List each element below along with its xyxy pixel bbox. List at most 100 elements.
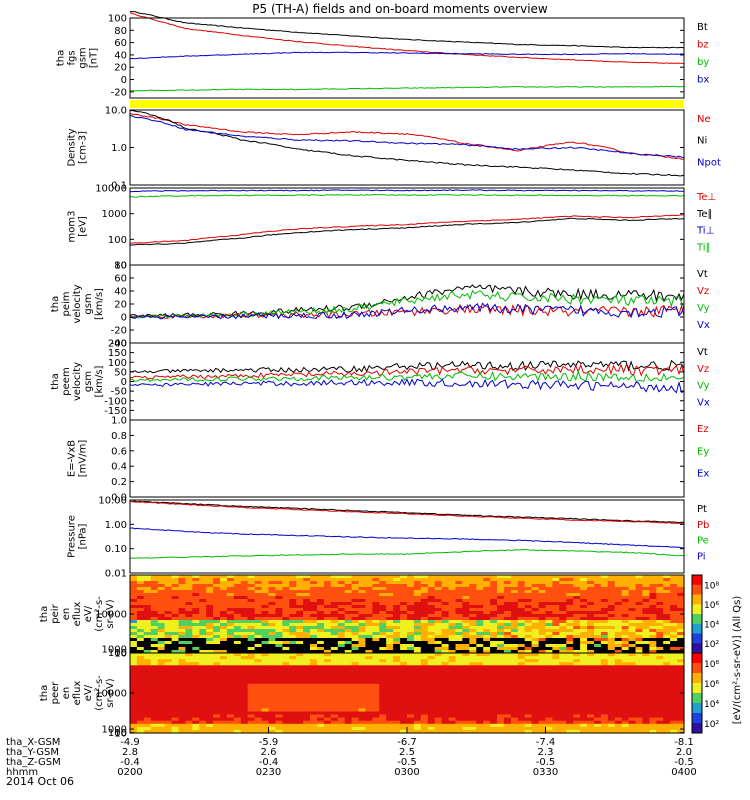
- spectrogram-cell: [587, 641, 595, 645]
- spectrogram-cell: [130, 608, 138, 612]
- spectrogram-cell: [594, 659, 602, 663]
- spectrogram-cell: [275, 705, 283, 709]
- spectrogram-cell: [483, 638, 491, 642]
- spectrogram-cell: [441, 696, 450, 700]
- spectrogram-cell: [621, 662, 630, 666]
- spectrogram-cell: [490, 641, 498, 645]
- spectrogram-cell: [303, 696, 311, 700]
- spectrogram-cell: [434, 602, 443, 606]
- spectrogram-cell: [157, 726, 166, 731]
- spectrogram-cell: [365, 677, 373, 682]
- spectrogram-cell: [600, 674, 609, 679]
- spectrogram-cell: [296, 635, 304, 639]
- spectrogram-cell: [296, 617, 304, 621]
- spectrogram-cell: [254, 641, 263, 645]
- spectrogram-cell: [670, 632, 678, 636]
- colorbar-segment: [692, 623, 702, 635]
- spectrogram-cell: [587, 683, 595, 688]
- spectrogram-cell: [303, 659, 311, 663]
- spectrogram-cell: [247, 711, 256, 716]
- legend-label: Npot: [697, 157, 721, 168]
- spectrogram-cell: [566, 705, 574, 709]
- spectrogram-cell: [275, 693, 283, 697]
- spectrogram-cell: [531, 674, 540, 679]
- spectrogram-cell: [226, 620, 235, 624]
- spectrogram-cell: [594, 581, 602, 585]
- spectrogram-cell: [171, 708, 180, 713]
- spectrogram-cell: [600, 693, 609, 697]
- spectrogram-cell: [490, 614, 498, 618]
- spectrogram-cell: [462, 596, 470, 600]
- spectrogram-cell: [143, 629, 152, 633]
- spectrogram-cell: [517, 705, 526, 709]
- spectrogram-cell: [220, 720, 228, 725]
- spectrogram-cell: [310, 629, 318, 633]
- spectrogram-cell: [344, 602, 353, 606]
- spectrogram-cell: [379, 584, 387, 588]
- spectrogram-cell: [635, 626, 643, 630]
- spectrogram-cell: [628, 689, 637, 694]
- spectrogram-cell: [642, 608, 650, 612]
- spectrogram-cell: [448, 702, 457, 706]
- colorbar-segment: [692, 643, 702, 654]
- spectrogram-cell: [642, 635, 650, 639]
- spectrogram-cell: [199, 641, 207, 645]
- spectrogram-cell: [642, 696, 650, 700]
- spectrogram-cell: [289, 720, 297, 725]
- spectrogram-cell: [164, 626, 173, 630]
- spectrogram-cell: [600, 581, 609, 585]
- spectrogram-cell: [455, 620, 463, 624]
- spectrogram-cell: [192, 578, 200, 582]
- spectrogram-cell: [663, 632, 671, 636]
- spectrogram-cell: [192, 693, 200, 697]
- spectrogram-cell: [261, 668, 270, 673]
- spectrogram-cell: [455, 611, 463, 615]
- spectrogram-cell: [233, 665, 242, 669]
- spectrogram-cell: [372, 699, 380, 703]
- spectrogram-cell: [213, 717, 221, 722]
- spectrogram-cell: [206, 653, 214, 657]
- spectrogram-cell: [323, 705, 332, 709]
- spectrogram-cell: [296, 584, 304, 588]
- spectrogram-cell: [628, 650, 637, 654]
- spectrogram-cell: [185, 659, 193, 663]
- spectrogram-cell: [226, 611, 235, 615]
- spectrogram-cell: [545, 723, 553, 728]
- spectrogram-cell: [240, 662, 249, 666]
- spectrogram-cell: [199, 614, 207, 618]
- spectrogram-cell: [407, 638, 415, 642]
- spectrogram-cell: [220, 714, 228, 719]
- spectrogram-cell: [531, 587, 540, 591]
- spectrogram-cell: [157, 653, 166, 657]
- spectrogram-cell: [531, 584, 540, 588]
- spectrogram-cell: [434, 584, 443, 588]
- spectrogram-cell: [317, 623, 325, 627]
- spectrogram-cell: [510, 689, 519, 694]
- spectrogram-cell: [628, 717, 637, 722]
- spectrogram-cell: [199, 584, 207, 588]
- spectrogram-cell: [545, 674, 553, 679]
- spectrogram-cell: [400, 705, 408, 709]
- spectrogram-cell: [164, 620, 173, 624]
- spectrogram-cell: [476, 729, 484, 734]
- spectrogram-cell: [282, 581, 290, 585]
- spectrogram-cell: [164, 623, 173, 627]
- spectrogram-cell: [607, 702, 616, 706]
- spectrogram-cell: [413, 729, 422, 734]
- spectrogram-cell: [407, 668, 415, 673]
- spectrogram-cell: [420, 674, 429, 679]
- spectrogram-cell: [524, 608, 533, 612]
- spectrogram-cell: [656, 614, 664, 618]
- spectrogram-cell: [517, 632, 526, 636]
- spectrogram-cell: [157, 593, 166, 597]
- spectrogram-cell: [531, 638, 540, 642]
- spectrogram-cell: [372, 638, 380, 642]
- spectrogram-cell: [531, 653, 540, 657]
- spectrogram-cell: [164, 602, 173, 606]
- legend-label: Ti⊥: [696, 226, 714, 237]
- spectrogram-cell: [199, 659, 207, 663]
- series-line-Vz: [129, 363, 685, 380]
- spectrogram-cell: [330, 644, 339, 648]
- spectrogram-cell: [393, 641, 401, 645]
- spectrogram-cell: [677, 665, 685, 669]
